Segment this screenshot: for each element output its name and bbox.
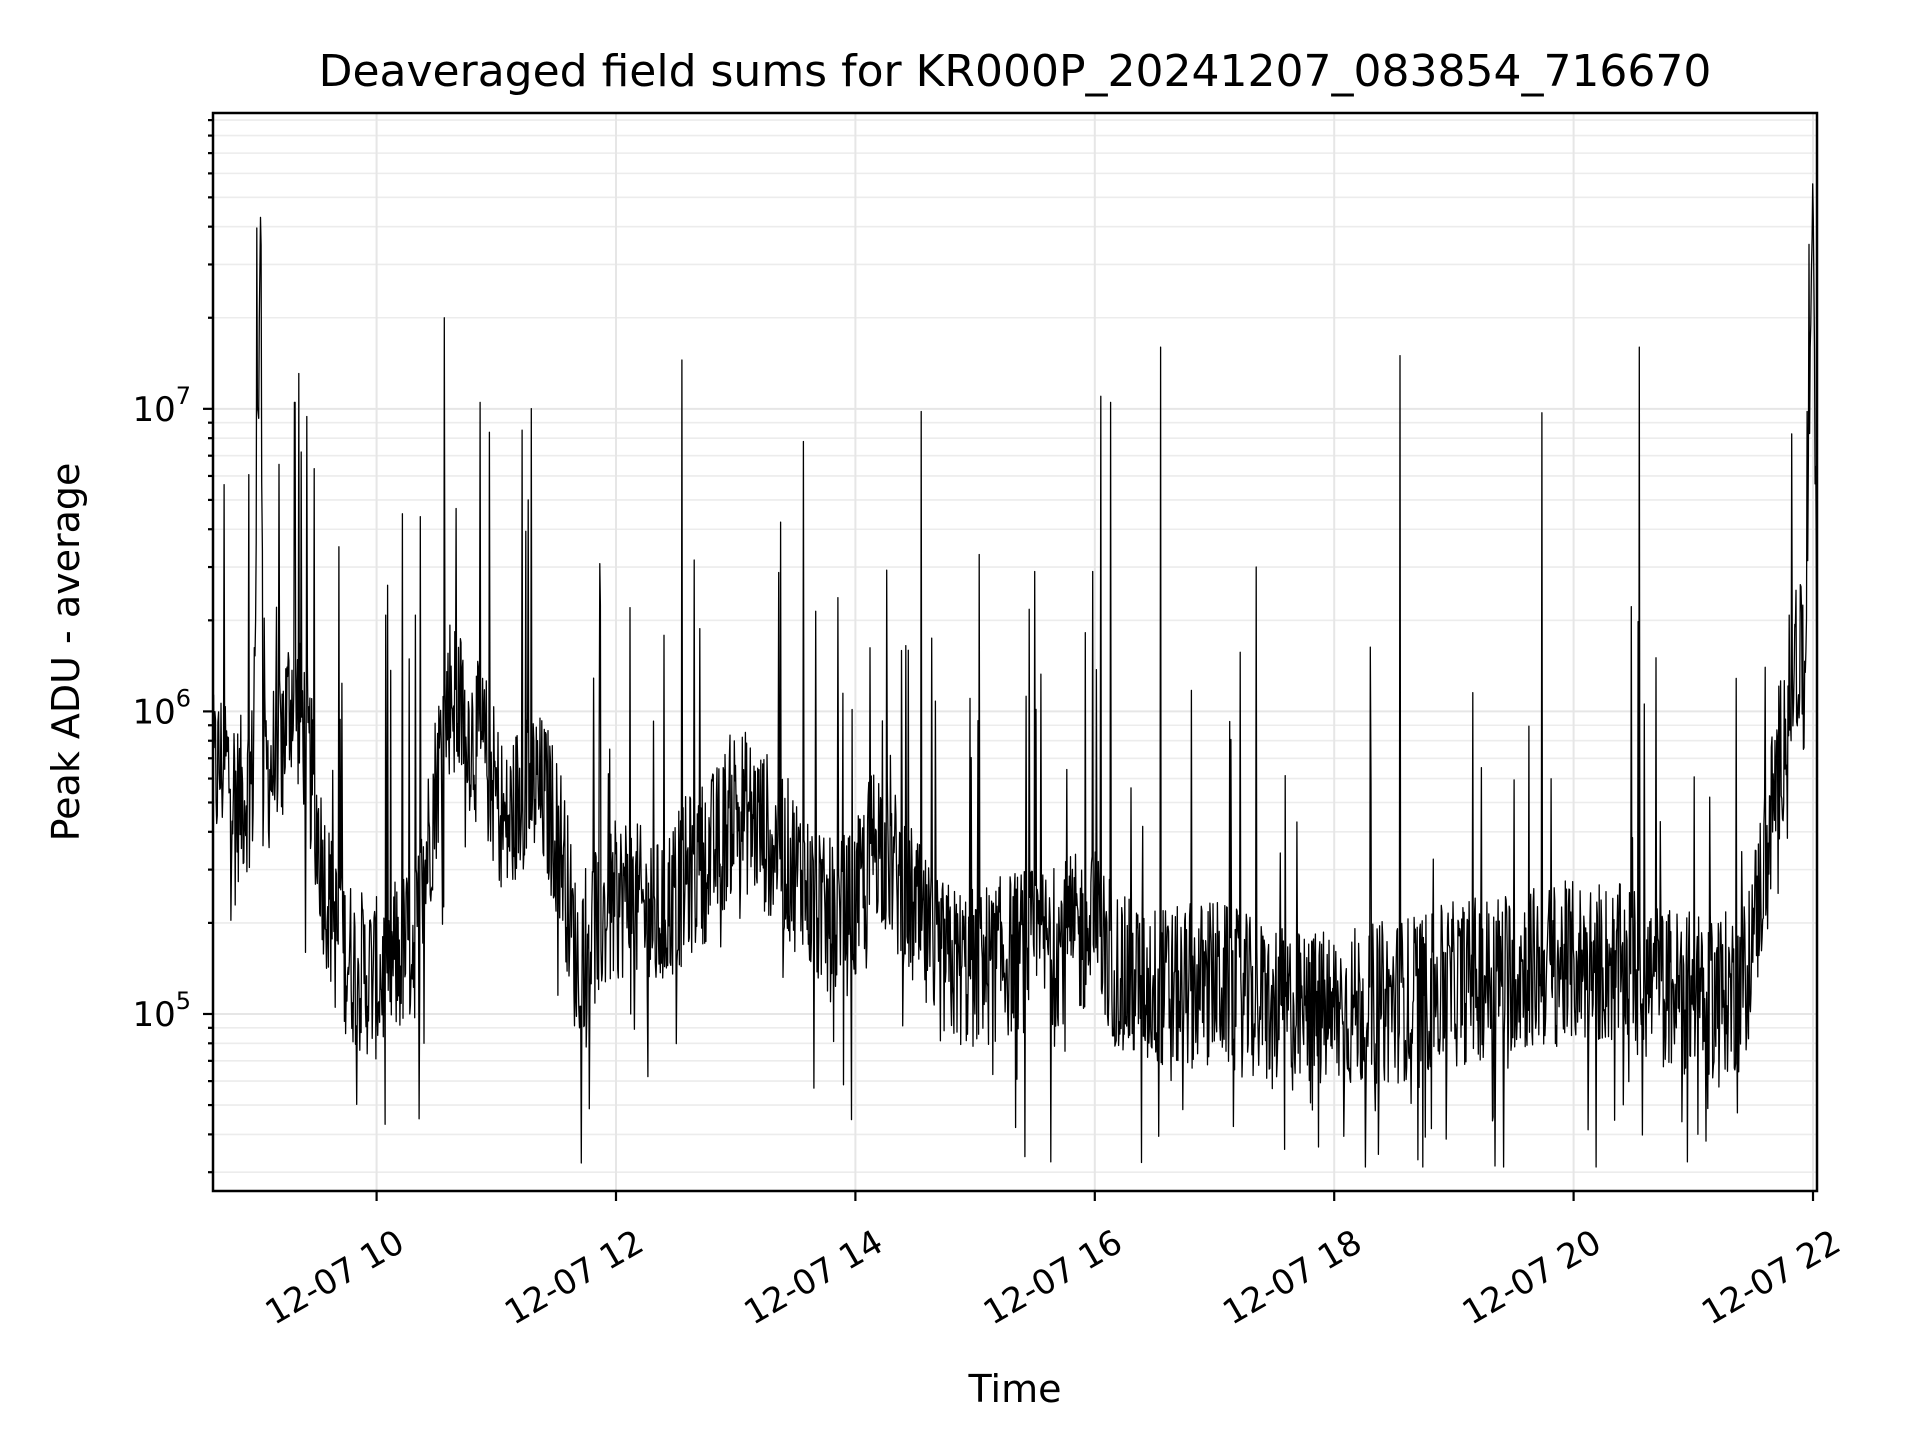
- plot-frame: [211, 111, 1819, 1193]
- series-group: [213, 183, 1817, 1168]
- x-tick-label: 12-07 10: [259, 1222, 411, 1333]
- y-tick-label: 106: [132, 684, 191, 732]
- y-tick-exponent: 5: [176, 987, 191, 1015]
- y-tick-label: 105: [132, 987, 191, 1035]
- chart-title: Deaveraged field sums for KR000P_2024120…: [319, 46, 1712, 97]
- series-line: [213, 183, 1817, 1168]
- y-tick-base: 10: [132, 390, 175, 430]
- y-axis-label: Peak ADU - average: [44, 463, 88, 842]
- x-tick-label: 12-07 22: [1695, 1222, 1847, 1333]
- x-axis-label: Time: [968, 1367, 1062, 1411]
- x-tick-label: 12-07 12: [498, 1222, 650, 1333]
- y-tick-base: 10: [132, 995, 175, 1035]
- x-tick-label: 12-07 20: [1456, 1222, 1608, 1333]
- y-tick-exponent: 7: [176, 382, 191, 410]
- y-tick-base: 10: [132, 692, 175, 732]
- x-tick-label: 12-07 16: [977, 1222, 1129, 1333]
- x-tick-label: 12-07 14: [738, 1222, 890, 1333]
- y-tick-exponent: 6: [176, 684, 191, 712]
- x-tick-label: 12-07 18: [1216, 1222, 1368, 1333]
- y-tick-label: 107: [132, 382, 191, 430]
